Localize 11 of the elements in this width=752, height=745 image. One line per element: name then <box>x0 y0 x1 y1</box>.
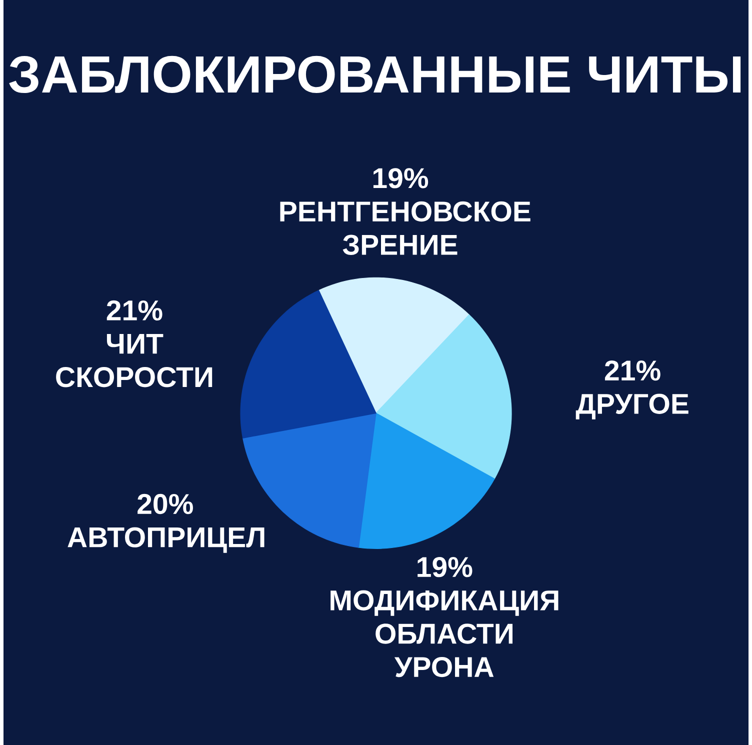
data-label: 21% <box>106 300 162 321</box>
slice-label: МОДИФИКАЦИЯ ОБЛАСТИ УРОНА <box>330 590 558 678</box>
data-label: 19% <box>373 168 428 188</box>
slice-label: ЧИТ СКОРОСТИ <box>56 334 212 388</box>
data-label: 21% <box>604 360 660 381</box>
data-label: 20% <box>138 494 193 514</box>
slice-label: АВТОПРИЦЕЛ <box>68 527 264 553</box>
slice-label: ДРУГОЕ <box>576 394 688 420</box>
chart-title: ЗАБЛОКИРОВАННЫЕ ЧИТЫ <box>9 56 741 94</box>
data-label: 19% <box>418 556 472 578</box>
slice-label: РЕНТГЕНОВСКОЕ ЗРЕНИЕ <box>280 201 530 255</box>
